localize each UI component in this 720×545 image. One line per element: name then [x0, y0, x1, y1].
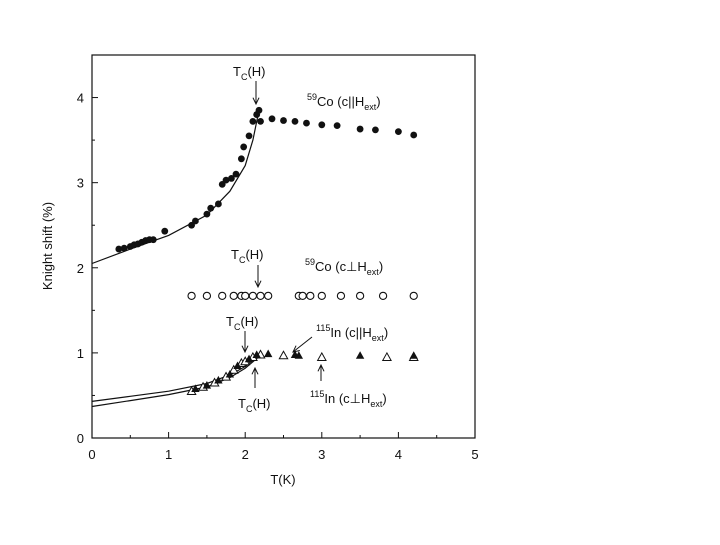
x-tick-label: 5: [471, 447, 478, 462]
co-parallel-point: [249, 117, 257, 125]
in-parallel-point: [409, 351, 418, 359]
co-parallel-point: [228, 175, 235, 182]
co-perpendicular-point: [229, 291, 238, 301]
y-axis-title: Knight shift (%): [40, 202, 55, 290]
co-parallel-point: [356, 125, 364, 133]
in-perpendicular-point: [278, 350, 289, 360]
tc-arrow-co-parallel-head: [252, 97, 260, 106]
tc-label-co-perpendicular: TC(H): [231, 247, 264, 265]
in-perpendicular-point: [316, 351, 327, 362]
co-parallel-point: [222, 176, 230, 184]
in-parallel-point: [202, 381, 212, 389]
plot-frame: [91, 54, 476, 439]
tc-arrows: [241, 81, 325, 388]
co-parallel-point: [237, 155, 245, 163]
tc-label-in-lower: TC(H): [238, 396, 271, 414]
co-perpendicular-point: [298, 291, 307, 301]
co-parallel-point: [395, 128, 402, 136]
co-parallel-point: [232, 170, 240, 178]
axis-ticks: 0 1 2 3 4 5 0 1 2 3 4: [77, 54, 479, 462]
y-tick-label: 3: [77, 176, 84, 191]
tc-arrow-in-lower-head: [251, 366, 259, 375]
in-parallel-point: [263, 349, 273, 358]
co-parallel-point: [192, 217, 199, 225]
in-parallel-point: [225, 369, 235, 378]
label-115in-parallel: 115In (c||Hext): [316, 323, 388, 343]
x-axis-title: T(K): [270, 472, 295, 487]
in-parallel-point: [252, 350, 261, 358]
co-perpendicular-point: [306, 291, 315, 301]
tc-arrow-in-upper-head: [241, 345, 249, 354]
co-parallel-point: [240, 143, 248, 151]
co-perpendicular-point: [336, 291, 346, 301]
arrow-in-parallel: [292, 336, 313, 353]
co-parallel-point: [318, 121, 326, 129]
fit-curve: [91, 354, 261, 408]
fit-curve: [91, 353, 261, 402]
co-parallel-point: [268, 115, 276, 123]
in-parallel-point: [294, 351, 304, 359]
co-perpendicular-point: [248, 291, 258, 301]
co-perpendicular-point: [187, 291, 196, 301]
tc-arrow-co-perpendicular-head: [254, 280, 262, 289]
co-parallel-point: [245, 132, 253, 140]
x-tick-label: 3: [318, 447, 325, 462]
in-parallel-point: [214, 375, 223, 384]
co-parallel-point: [161, 227, 169, 235]
x-tick-label: 4: [395, 447, 402, 462]
co-perpendicular-point: [317, 291, 326, 301]
x-tick-label: 1: [165, 447, 172, 462]
label-59co-parallel: 59Co (c||Hext): [307, 92, 381, 112]
in-perpendicular-point: [381, 351, 392, 362]
co-parallel-point: [203, 210, 211, 218]
arrow-in-perpendicular-head: [317, 363, 325, 372]
in-parallel-point: [244, 354, 254, 363]
in-parallel-point: [191, 384, 200, 392]
in-perpendicular-point: [228, 364, 239, 374]
co-parallel-point: [410, 131, 418, 139]
tc-label-in-upper: TC(H): [226, 314, 259, 332]
co-parallel-point: [207, 204, 215, 212]
co-parallel-point: [280, 117, 287, 124]
co-perpendicular-point: [355, 291, 365, 301]
tc-label-co-parallel: TC(H): [233, 64, 266, 82]
co-perpendicular-point: [378, 291, 388, 301]
x-tick-label: 2: [242, 447, 249, 462]
co-parallel-point: [291, 117, 299, 125]
co-parallel-point: [257, 117, 264, 125]
y-tick-label: 4: [77, 91, 84, 106]
fit-curve: [91, 110, 260, 265]
co-perpendicular-point: [256, 291, 265, 301]
label-115in-perpendicular: 115In (c⊥Hext): [310, 389, 387, 409]
co-perpendicular-point: [264, 291, 273, 301]
co-parallel-point: [303, 119, 310, 127]
co-parallel-point: [214, 200, 222, 208]
co-parallel-point: [115, 245, 123, 253]
co-parallel-point: [372, 126, 379, 134]
x-tick-label: 0: [88, 447, 95, 462]
co-perpendicular-point: [241, 291, 250, 301]
label-59co-perpendicular: 59Co (c⊥Hext): [305, 257, 383, 277]
co-perpendicular-point: [218, 291, 227, 301]
y-tick-label: 1: [77, 346, 84, 361]
data-points: [115, 106, 419, 396]
y-tick-label: 0: [77, 431, 84, 446]
in-parallel-point: [233, 361, 242, 370]
co-parallel-point: [333, 122, 341, 130]
co-perpendicular-point: [409, 291, 418, 301]
co-perpendicular-point: [202, 291, 212, 301]
in-parallel-point: [355, 351, 365, 359]
y-tick-label: 2: [77, 261, 84, 276]
co-parallel-point: [149, 236, 157, 244]
arrow-in-parallel-head: [292, 345, 300, 353]
co-parallel-point: [120, 244, 128, 252]
co-parallel-point: [255, 106, 263, 114]
